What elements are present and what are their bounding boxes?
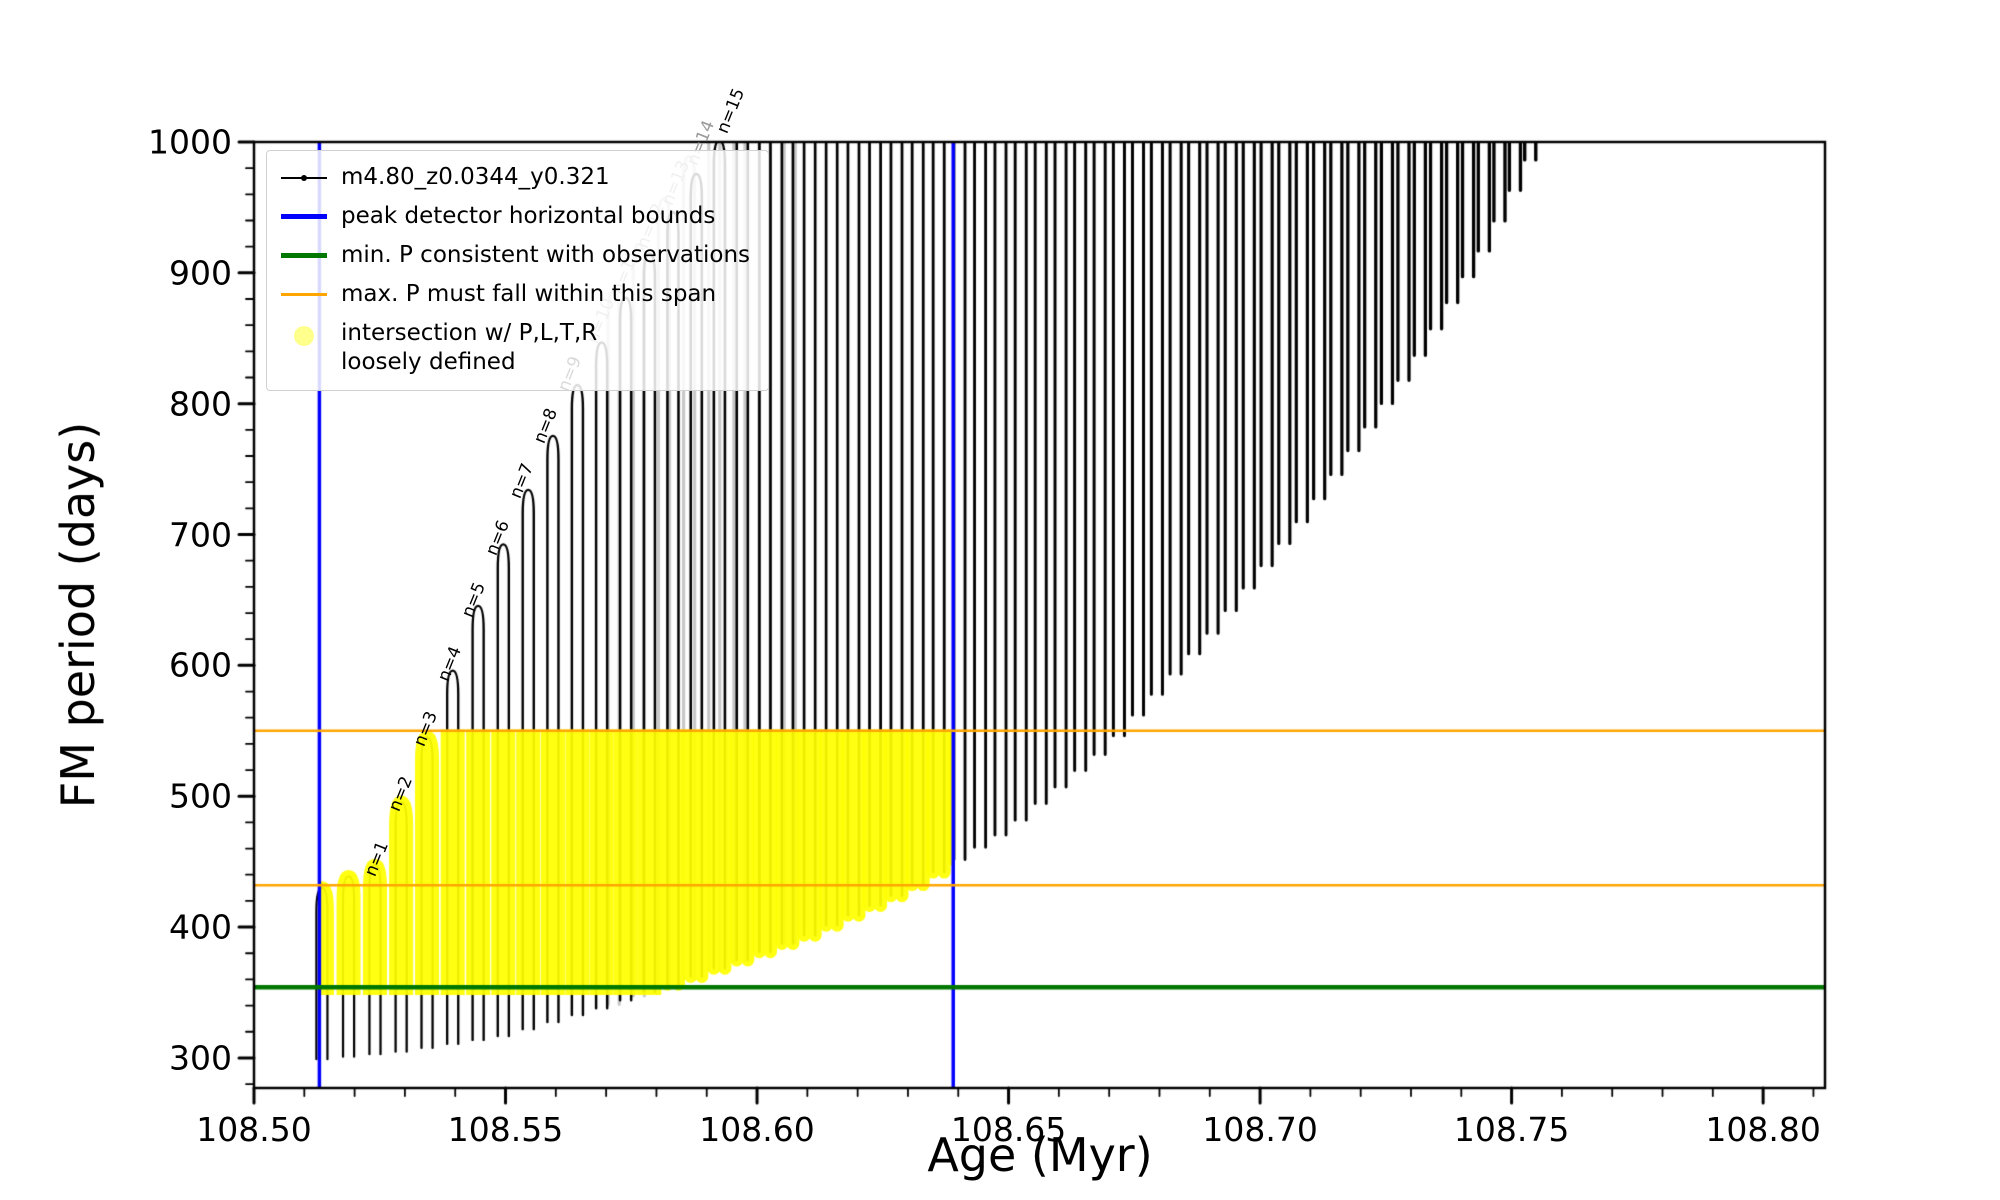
legend-label-max-period-span: max. P must fall within this span	[341, 280, 717, 307]
legend-label-series: m4.80_z0.0344_y0.321	[341, 164, 610, 190]
y-tick-label: 400	[169, 907, 232, 947]
legend-item-intersection: intersection w/ P,L,T,R loosely defined	[281, 319, 750, 379]
legend-item-max-period-span: max. P must fall within this span	[281, 280, 750, 310]
series-line-dot-marker	[281, 165, 327, 191]
y-tick-label: 500	[169, 776, 232, 816]
y-tick-label: 700	[169, 515, 232, 555]
x-tick-label: 108.60	[699, 1110, 815, 1149]
x-tick-label: 108.70	[1202, 1110, 1318, 1149]
legend-item-series: m4.80_z0.0344_y0.321	[281, 163, 750, 193]
legend-label-intersection: intersection w/ P,L,T,R loosely defined	[341, 319, 597, 379]
legend-label-intersection-line2: loosely defined	[341, 349, 516, 376]
y-tick-label: 1000	[148, 122, 232, 162]
y-tick-label: 600	[169, 645, 232, 685]
yellow-dot-marker	[281, 323, 327, 349]
blue-line-marker	[281, 204, 327, 230]
legend-label-peak-bounds: peak detector horizontal bounds	[341, 202, 716, 229]
y-axis-label: FM period (days)	[51, 421, 105, 809]
green-line-marker	[281, 243, 327, 269]
x-tick-label: 108.50	[196, 1110, 312, 1149]
y-tick-label: 900	[169, 253, 232, 293]
x-axis-label: Age (Myr)	[927, 1128, 1153, 1182]
legend: m4.80_z0.0344_y0.321 peak detector horiz…	[266, 150, 770, 392]
y-tick-label: 300	[169, 1038, 232, 1078]
x-tick-label: 108.55	[447, 1110, 564, 1149]
orange-line-marker	[281, 282, 327, 308]
x-tick-label: 108.80	[1705, 1110, 1821, 1149]
x-tick-label: 108.75	[1453, 1110, 1570, 1149]
y-tick-label: 800	[169, 384, 232, 424]
legend-item-peak-bounds: peak detector horizontal bounds	[281, 202, 750, 232]
legend-item-min-period: min. P consistent with observations	[281, 241, 750, 271]
legend-label-min-period: min. P consistent with observations	[341, 241, 751, 268]
x-tick-label: 108.65	[950, 1110, 1067, 1149]
legend-label-intersection-line1: intersection w/ P,L,T,R	[341, 319, 598, 346]
